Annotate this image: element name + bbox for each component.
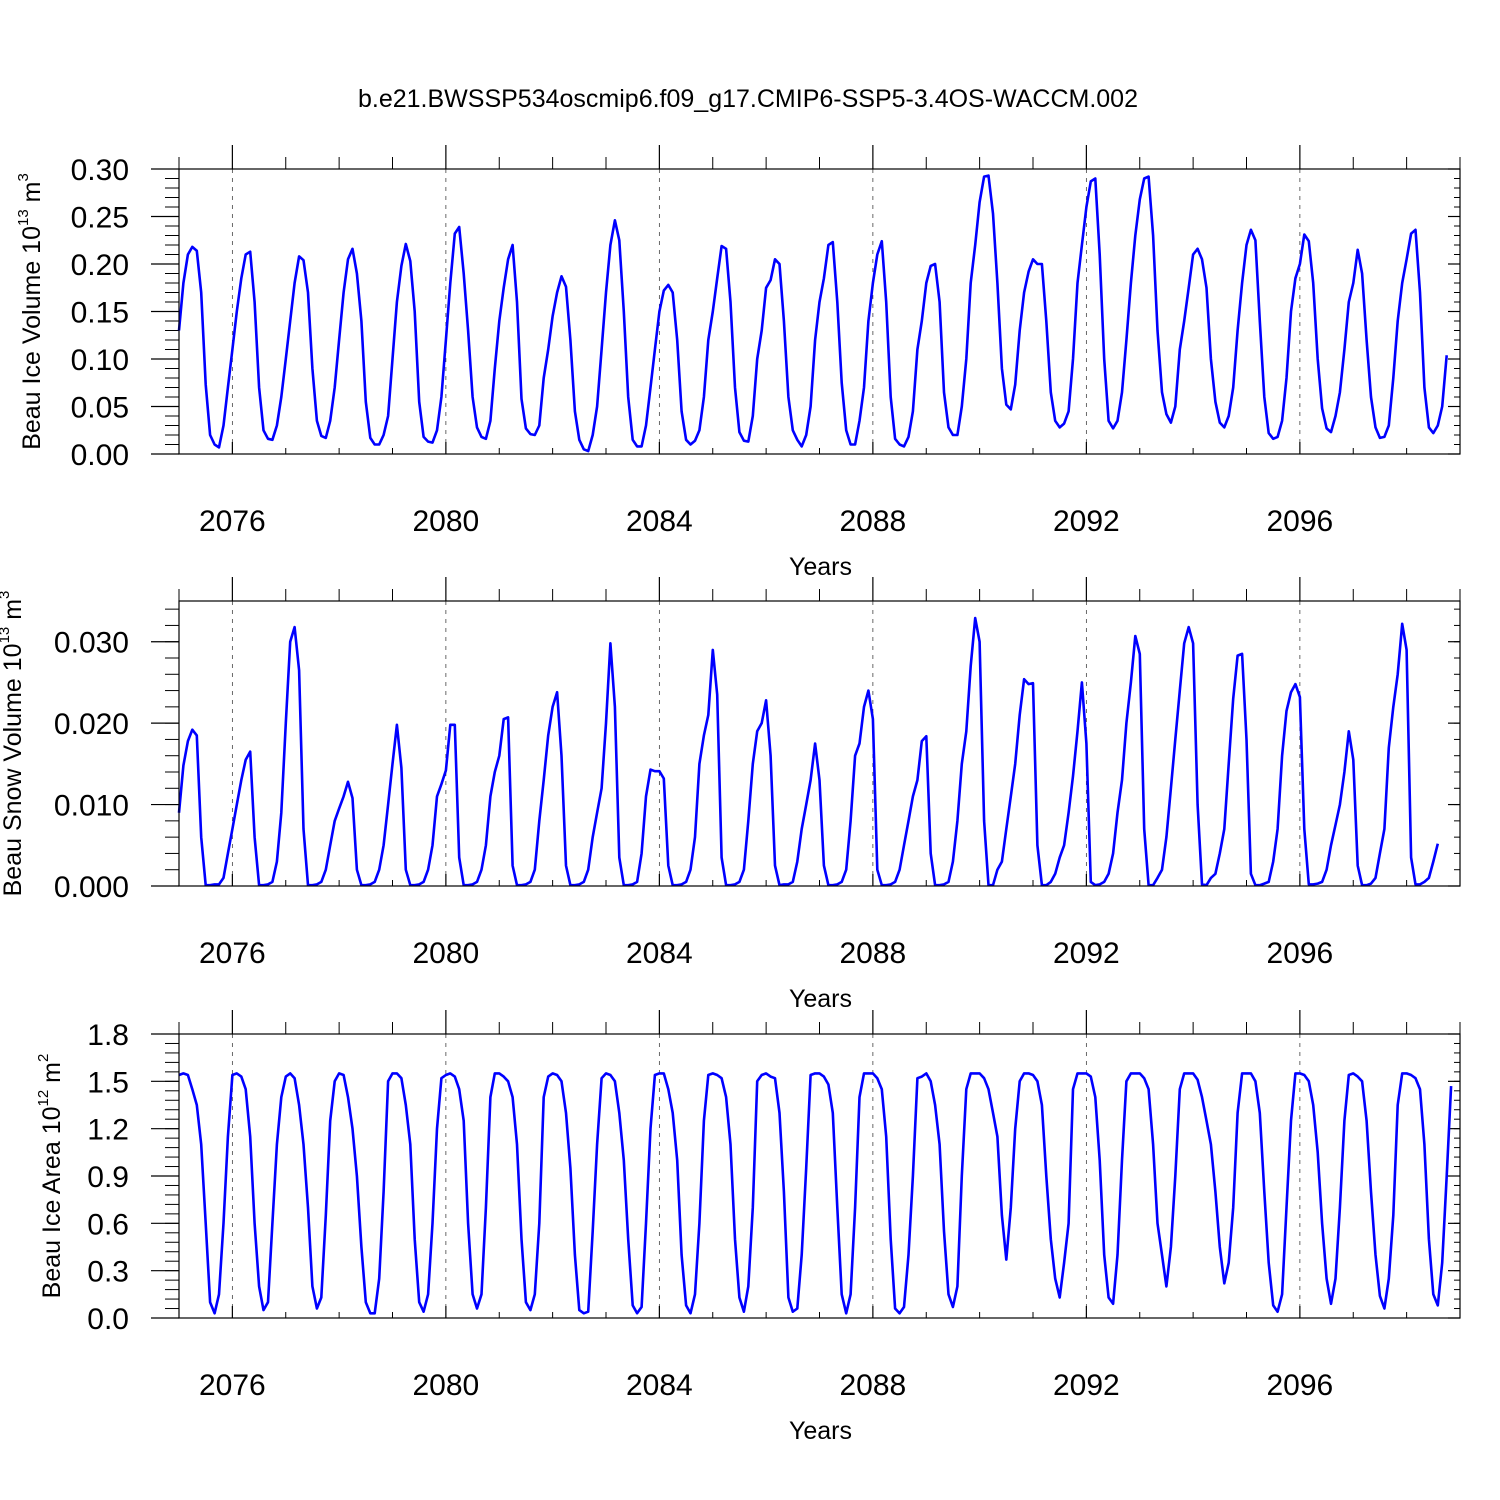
panel-ice-volume: 0.00 0.05 0.10 0.15 0.20 0.25 0.30 2076 2080 208… (15, 145, 1461, 581)
x-tick-labels: 2076 2080 2084 2088 2092 2096 (199, 1369, 1333, 1402)
x-tick-label: 2088 (840, 937, 907, 970)
x-axis-label: Years (789, 1417, 852, 1445)
panel-snow-volume: 0.000 0.010 0.020 0.030 2076 2080 2084 2088 209… (0, 577, 1461, 1013)
x-tick-label: 2076 (199, 505, 266, 538)
y-tick-label: 0.010 (54, 790, 129, 823)
x-tick-label: 2084 (626, 1369, 693, 1402)
y-label-unit-exponent: 3 (15, 173, 32, 181)
y-tick-label: 0.20 (71, 249, 129, 282)
series-line (178, 1072, 1453, 1315)
y-tick-label: 1.2 (87, 1114, 129, 1147)
plot-frame (178, 1033, 1461, 1319)
y-tick-label: 0.25 (71, 202, 129, 235)
figure-title: b.e21.BWSSP534oscmip6.f09_g17.CMIP6-SSP5… (358, 85, 1138, 113)
y-tick-label: 0.9 (87, 1161, 129, 1194)
series-line (177, 616, 1440, 887)
x-tick-label: 2076 (199, 937, 266, 970)
y-axis-label: Beau Snow Volume 1013 m3 (0, 591, 27, 897)
series-line (177, 174, 1448, 453)
y-label-unit: m (0, 599, 27, 627)
plot-frame (178, 168, 1461, 455)
x-tick-label: 2076 (199, 1369, 266, 1402)
x-tick-label: 2096 (1267, 505, 1334, 538)
vertical-gridlines (231, 601, 1301, 886)
y-label-text: Beau Ice Volume 10 (18, 226, 46, 450)
x-tick-labels: 2076 2080 2084 2088 2092 2096 (199, 505, 1333, 538)
y-tick-label: 0.020 (54, 708, 129, 741)
x-tick-label: 2080 (413, 1369, 480, 1402)
x-tick-label: 2096 (1267, 937, 1334, 970)
x-tick-label: 2096 (1267, 1369, 1334, 1402)
x-tick-label: 2084 (626, 937, 693, 970)
y-tick-label: 0.6 (87, 1208, 129, 1241)
y-label-exponent: 12 (35, 1090, 52, 1107)
y-tick-label: 0.10 (71, 344, 129, 377)
axis-ticks (151, 145, 1461, 455)
x-tick-labels: 2076 2080 2084 2088 2092 2096 (199, 937, 1333, 970)
y-label-unit-exponent: 3 (0, 591, 13, 599)
y-tick-label: 0.0 (87, 1303, 129, 1336)
y-label-unit: m (38, 1062, 66, 1090)
x-tick-label: 2080 (413, 937, 480, 970)
y-tick-label: 1.5 (87, 1066, 129, 1099)
y-label-unit: m (18, 182, 46, 210)
x-tick-label: 2092 (1053, 1369, 1120, 1402)
y-axis-label: Beau Ice Volume 1013 m3 (15, 173, 46, 450)
y-tick-label: 0.15 (71, 297, 129, 330)
y-tick-labels: 0.000 0.010 0.020 0.030 (54, 627, 129, 904)
y-label-exponent: 13 (0, 627, 13, 644)
y-axis-label: Beau Ice Area 1012 m2 (35, 1054, 66, 1299)
plot-frame (178, 600, 1461, 887)
y-tick-label: 1.8 (87, 1019, 129, 1052)
x-axis-label: Years (789, 553, 852, 581)
y-label-text: Beau Ice Area 10 (38, 1107, 66, 1299)
y-label-unit-exponent: 2 (35, 1054, 52, 1062)
y-tick-labels: 0.00 0.05 0.10 0.15 0.20 0.25 0.30 (71, 154, 129, 472)
y-tick-label: 0.05 (71, 392, 129, 425)
x-tick-label: 2080 (413, 505, 480, 538)
panel-ice-area: 0.00.30.60.91.21.51.8 2076 2080 2084 2088 20… (35, 1010, 1461, 1445)
y-tick-label: 0.30 (71, 154, 129, 187)
x-tick-label: 2088 (840, 1369, 907, 1402)
x-tick-label: 2092 (1053, 505, 1120, 538)
x-tick-label: 2088 (840, 505, 907, 538)
y-tick-labels: 0.0 0.3 0.6 0.9 1.2 1.5 1.8 (87, 1019, 129, 1336)
y-tick-label: 0.3 (87, 1256, 129, 1289)
axis-ticks (151, 577, 1461, 887)
x-tick-label: 2084 (626, 505, 693, 538)
x-tick-label: 2092 (1053, 937, 1120, 970)
y-label-text: Beau Snow Volume 10 (0, 643, 27, 896)
y-label-exponent: 13 (15, 209, 32, 226)
y-tick-label: 0.030 (54, 627, 129, 660)
x-axis-label: Years (789, 985, 852, 1013)
y-tick-label: 0.00 (71, 439, 129, 472)
y-tick-label: 0.000 (54, 871, 129, 904)
